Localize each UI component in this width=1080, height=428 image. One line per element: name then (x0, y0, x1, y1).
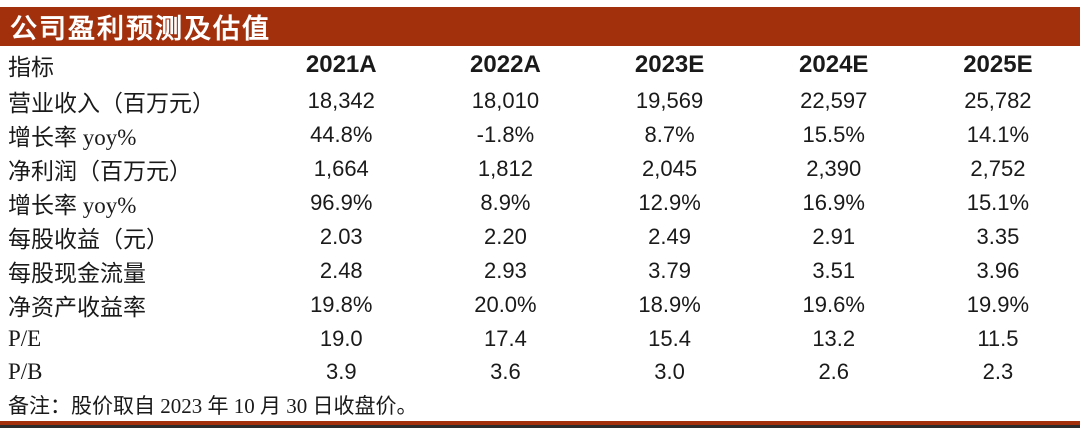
cell-value: 2.20 (484, 224, 527, 249)
cell-value: 3.9 (325, 358, 357, 384)
cell-value: 2.91 (812, 224, 856, 249)
table-body: 营业收入（百万元） 18,342 18,010 19,569 22,597 25… (0, 84, 1080, 388)
cell-value: 8.9% (480, 190, 531, 215)
row-label: 净利润（百万元） (8, 159, 192, 184)
cell-value: 44.8% (310, 122, 373, 147)
cell-value: 18.9% (638, 292, 701, 317)
cell-value: 1,812 (477, 156, 533, 181)
cell-value: 3.0 (654, 358, 685, 384)
year-header-2022a: 2022A (470, 51, 541, 78)
indicator-header: 指标 (8, 55, 54, 80)
table-title: 公司盈利预测及估值 (10, 14, 271, 44)
table-row: P/E 19.0 17.4 15.4 13.2 11.5 (0, 322, 1080, 355)
cell-value: 19,569 (635, 88, 704, 113)
cell-value: 2.49 (648, 224, 691, 249)
table-row: P/B 3.9 3.6 3.0 2.6 2.3 (0, 355, 1080, 388)
profit-forecast-table: 指标 2021A 2022A 2023E 2024E 2025E 营业收入（百万… (0, 46, 1080, 388)
cell-value: 2,752 (970, 156, 1026, 181)
cell-value: 2,390 (806, 156, 862, 181)
cell-value: 18,010 (471, 88, 540, 113)
row-label: 每股收益（元） (8, 227, 169, 252)
year-header-2023e: 2023E (634, 51, 705, 78)
table-row: 净资产收益率 19.8% 20.0% 18.9% 19.6% 19.9% (0, 288, 1080, 322)
cell-value: 22,597 (800, 88, 868, 113)
cell-value: 96.9% (310, 190, 373, 215)
table-row: 增长率 yoy% 44.8% -1.8% 8.7% 15.5% 14.1% (0, 118, 1080, 152)
cell-value: 8.7% (644, 122, 695, 147)
cell-value: 1,664 (313, 156, 369, 181)
table-row: 每股现金流量 2.48 2.93 3.79 3.51 3.96 (0, 254, 1080, 288)
cell-value: 2.48 (319, 258, 363, 283)
cell-value: 2.6 (818, 358, 850, 384)
cell-value: 25,782 (964, 88, 1032, 113)
table-row: 净利润（百万元） 1,664 1,812 2,045 2,390 2,752 (0, 152, 1080, 186)
table-title-bar: 公司盈利预测及估值 (0, 7, 1080, 46)
cell-value: 15.4 (648, 325, 691, 351)
row-label: 每股现金流量 (8, 261, 146, 286)
year-header-2024e: 2024E (799, 51, 869, 78)
footnote: 备注：股价取自 2023 年 10 月 30 日收盘价。 (8, 394, 418, 418)
table-row: 增长率 yoy% 96.9% 8.9% 12.9% 16.9% 15.1% (0, 186, 1080, 220)
cell-value: 3.35 (976, 224, 1020, 249)
cell-value: 19.9% (966, 292, 1030, 317)
cell-value: 3.96 (976, 258, 1020, 283)
table-row: 每股收益（元） 2.03 2.20 2.49 2.91 3.35 (0, 220, 1080, 254)
cell-value: 19.6% (802, 292, 865, 317)
header-row: 指标 2021A 2022A 2023E 2024E 2025E (0, 46, 1080, 84)
cell-value: 2.93 (484, 258, 527, 283)
row-label: 增长率 yoy% (8, 125, 137, 150)
row-label: 净资产收益率 (8, 295, 146, 320)
cell-value: 17.4 (484, 325, 527, 351)
cell-value: 2.03 (319, 224, 363, 249)
cell-value: 3.79 (648, 258, 691, 283)
table-row: 营业收入（百万元） 18,342 18,010 19,569 22,597 25… (0, 84, 1080, 118)
cell-value: 3.51 (812, 258, 856, 283)
cell-value: 3.6 (490, 358, 521, 384)
row-label: P/E (8, 325, 42, 351)
cell-value: 13.2 (812, 325, 856, 351)
cell-value: 16.9% (802, 190, 865, 215)
year-header-2021a: 2021A (305, 51, 377, 78)
cell-value: 2,045 (642, 156, 698, 181)
cell-value: 20.0% (474, 292, 537, 317)
cell-value: -1.8% (476, 122, 535, 147)
cell-value: 18,342 (307, 88, 375, 113)
row-label: 营业收入（百万元） (8, 91, 215, 116)
row-label: P/B (8, 358, 43, 384)
cell-value: 11.5 (977, 325, 1019, 351)
cell-value: 15.1% (966, 190, 1030, 215)
row-label: 增长率 yoy% (8, 193, 137, 218)
cell-value: 14.1% (966, 122, 1030, 147)
year-header-2025e: 2025E (963, 51, 1033, 78)
cell-value: 19.8% (310, 292, 373, 317)
cell-value: 19.0 (319, 325, 363, 351)
cell-value: 2.3 (982, 358, 1014, 384)
cell-value: 12.9% (638, 190, 701, 215)
cell-value: 15.5% (802, 122, 865, 147)
